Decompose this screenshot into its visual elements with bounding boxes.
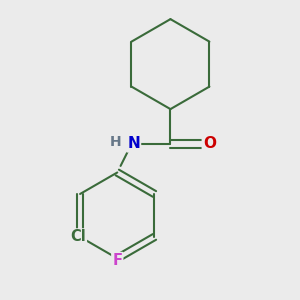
Text: H: H — [110, 135, 122, 149]
Text: N: N — [127, 136, 140, 152]
Text: Cl: Cl — [70, 230, 86, 244]
Text: F: F — [112, 253, 122, 268]
Text: O: O — [203, 136, 216, 152]
